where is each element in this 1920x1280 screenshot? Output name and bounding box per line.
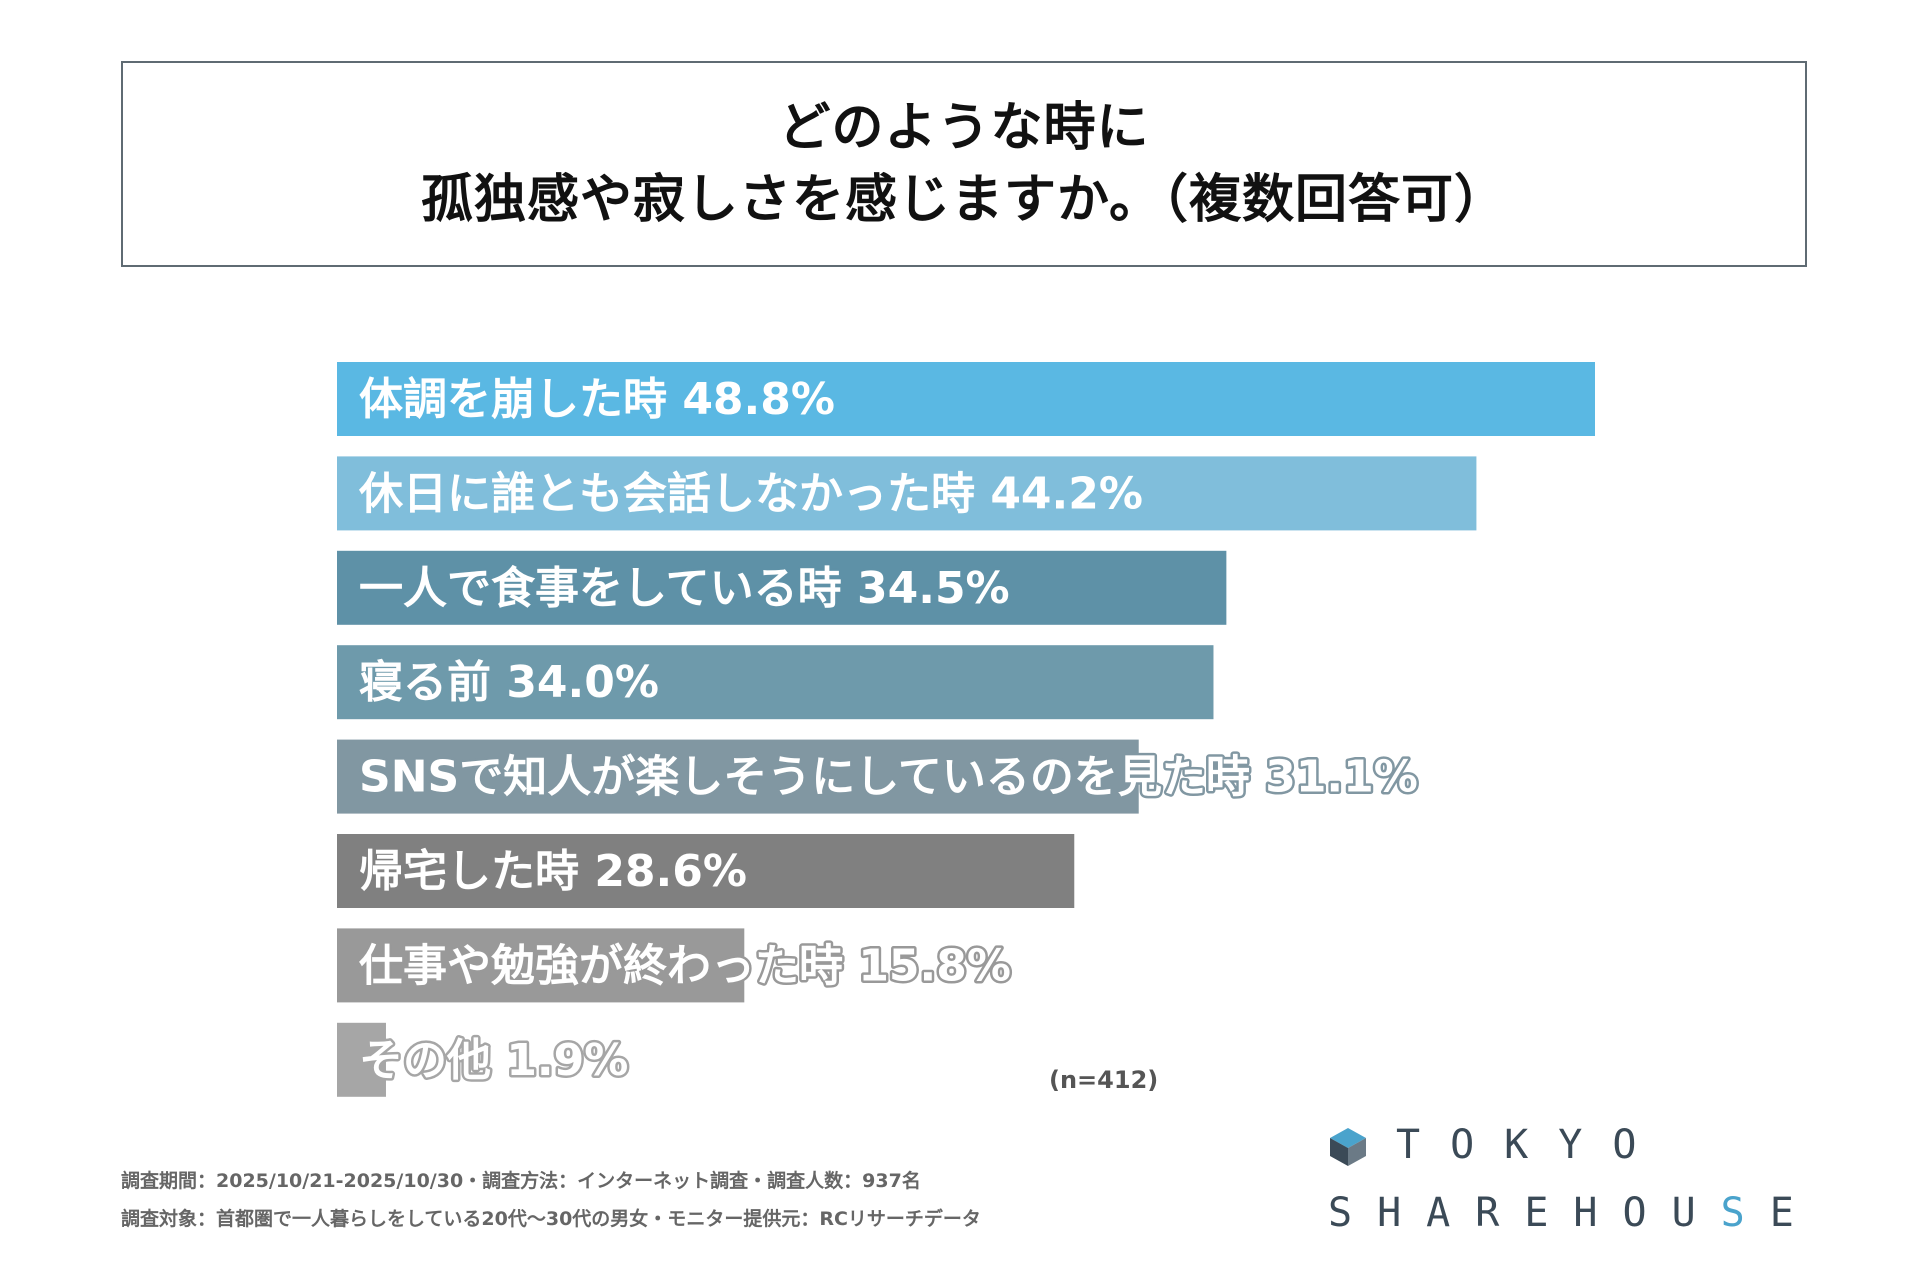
logo-text-bottom-part1: SHAREHOU bbox=[1328, 1190, 1721, 1236]
chart-title-line-2: 孤独感や寂しさを感じますか。（複数回答可） bbox=[421, 170, 1507, 230]
bar-label-2: 休日に誰とも会話しなかった時 44.2% bbox=[358, 468, 1143, 519]
bar-label-8: その他 1.9% bbox=[359, 1035, 628, 1086]
survey-target-note: 調査対象：首都圏で一人暮らしをしている20代～30代の男女・モニター提供元：RC… bbox=[121, 1208, 981, 1230]
bar-3 bbox=[337, 550, 1227, 625]
bar-label-5: SNSで知人が楽しそうにしているのを見た時 31.1% bbox=[359, 752, 1418, 803]
bar-1 bbox=[337, 362, 1595, 436]
chart-title-line-1: どのような時に bbox=[778, 98, 1150, 158]
bar-label-6: 帰宅した時 28.6% bbox=[359, 846, 747, 897]
logo-text-top: TOKYO bbox=[1396, 1122, 1667, 1168]
tokyo-sharehouse-logo: TOKYO SHAREHOUSE bbox=[1328, 1120, 1808, 1240]
house-cube-icon bbox=[1330, 1128, 1366, 1166]
bar-label-4: 寝る前 34.0% bbox=[359, 657, 659, 708]
bar-4 bbox=[337, 645, 1214, 720]
bar-5 bbox=[337, 739, 1139, 814]
logo-text-bottom: SHAREHOUSE bbox=[1328, 1190, 1819, 1236]
bar-2 bbox=[337, 456, 1477, 531]
chart-title-box: どのような時に 孤独感や寂しさを感じますか。（複数回答可） bbox=[121, 61, 1807, 267]
bar-6 bbox=[337, 834, 1075, 908]
bar-label-3: 一人で食事をしている時 34.5% bbox=[359, 563, 1010, 614]
bar-7 bbox=[337, 928, 745, 1003]
logo-text-bottom-part2: E bbox=[1769, 1190, 1819, 1236]
bar-label-1: 体調を崩した時 48.8% bbox=[359, 374, 835, 425]
bar-label-7: 仕事や勉強が終わった時 15.8% bbox=[359, 940, 1011, 991]
logo-text-bottom-accent: S bbox=[1720, 1190, 1770, 1236]
survey-period-note: 調査期間：2025/10/21-2025/10/30・調査方法：インターネット調… bbox=[121, 1170, 921, 1192]
bar-8 bbox=[337, 1022, 386, 1097]
sample-size-note: (n=412) bbox=[1049, 1066, 1159, 1094]
